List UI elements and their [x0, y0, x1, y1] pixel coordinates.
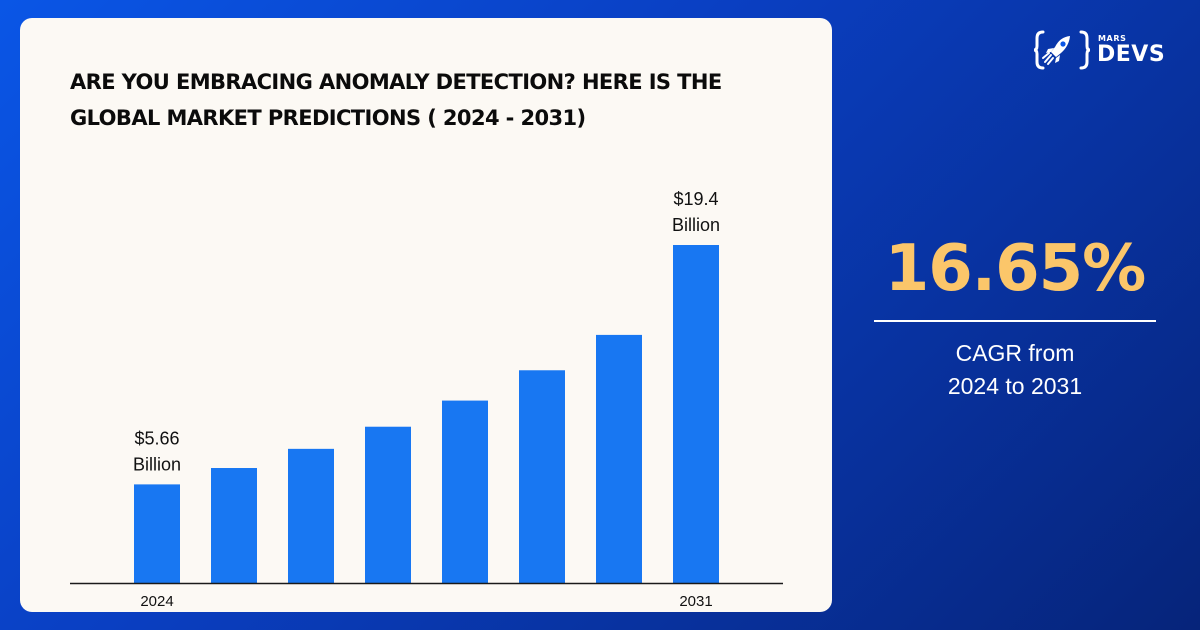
bar-2	[211, 468, 257, 583]
bar-chart: $5.66 Billion 2024 $19.4 Billion 2031	[70, 189, 783, 610]
brand-name-small: MARS	[1098, 34, 1127, 43]
bar-5	[442, 400, 488, 583]
bar-3	[288, 448, 334, 583]
rocket-icon	[1034, 30, 1090, 70]
brand-name-large: DEVS	[1097, 42, 1166, 67]
cagr-caption-line1: CAGR from	[955, 340, 1075, 366]
cagr-value: 16.65%	[884, 232, 1147, 306]
bar-1	[134, 484, 180, 583]
data-label-8: $19.4 Billion	[672, 189, 720, 235]
data-label-1: $5.66 Billion	[133, 428, 181, 474]
cagr-caption: CAGR from 2024 to 2031	[874, 337, 1156, 403]
stat-divider	[874, 320, 1156, 322]
x-tick-label: 2024	[140, 593, 173, 610]
bar-4	[365, 426, 411, 583]
bar-6	[519, 370, 565, 583]
chart-card: $5.66 Billion 2024 $19.4 Billion 2031 ARE YOU…	[20, 18, 832, 612]
brand-logo: MARS DEVS	[1034, 28, 1174, 74]
x-tick-label: 2031	[679, 593, 712, 610]
bar-8	[673, 245, 719, 583]
cagr-caption-line2: 2024 to 2031	[947, 373, 1083, 399]
chart-title: ARE YOU EMBRACING ANOMALY DETECTION? HER…	[70, 70, 722, 130]
bar-7	[596, 334, 642, 583]
